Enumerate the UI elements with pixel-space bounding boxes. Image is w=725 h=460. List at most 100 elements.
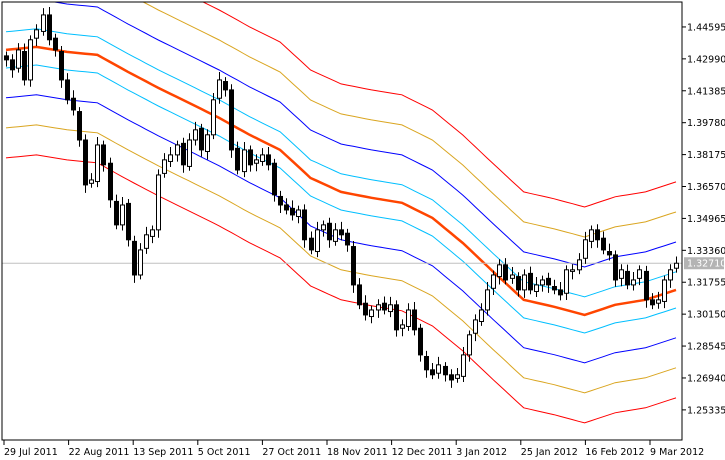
- bear-candle-body: [607, 251, 612, 256]
- bear-candle-body: [528, 272, 533, 291]
- candle: [577, 253, 582, 275]
- candle: [120, 197, 125, 231]
- candle: [41, 8, 46, 36]
- bull-candle-body: [674, 262, 679, 269]
- candle: [564, 265, 569, 301]
- candle: [351, 240, 356, 293]
- bull-candle-body: [491, 274, 496, 289]
- band-upper-4: [202, 2, 677, 208]
- bull-candle-body: [120, 204, 125, 226]
- x-tick-label: 3 Jan 2012: [456, 447, 507, 458]
- candle: [485, 281, 490, 316]
- candle: [187, 133, 192, 171]
- bull-candle-body: [254, 159, 259, 164]
- candle: [613, 250, 618, 287]
- envelope-bands: [5, 2, 677, 424]
- bull-candle-body: [162, 159, 167, 174]
- candle: [28, 35, 33, 87]
- bear-candle-body: [516, 276, 521, 291]
- candle: [284, 198, 289, 215]
- band-lower-1: [5, 64, 677, 334]
- bull-candle-body: [637, 269, 642, 279]
- bear-candle-body: [302, 209, 307, 241]
- candle: [583, 231, 588, 264]
- candle: [674, 256, 679, 273]
- moving-average-line: [5, 45, 677, 317]
- bear-candle-body: [394, 304, 399, 331]
- bear-candle-body: [601, 237, 606, 251]
- candle: [156, 169, 161, 238]
- bear-candle-body: [546, 277, 551, 286]
- band-upper-2: [6, 2, 677, 268]
- bear-candle-body: [327, 222, 332, 241]
- bear-candle-body: [558, 289, 563, 296]
- candle: [412, 302, 417, 336]
- bull-candle-body: [156, 174, 161, 231]
- band-lower-4: [5, 154, 677, 424]
- bull-candle-body: [662, 279, 667, 302]
- y-tick-label: 1.39780: [687, 118, 725, 129]
- candle: [363, 295, 368, 321]
- bull-candle-body: [619, 269, 624, 279]
- candle: [16, 43, 21, 73]
- bear-candle-body: [65, 79, 70, 101]
- candle: [595, 224, 600, 248]
- bull-candle-body: [321, 224, 326, 231]
- candle: [443, 362, 448, 382]
- candle: [631, 271, 636, 291]
- candle: [455, 368, 460, 383]
- bull-candle-body: [315, 229, 320, 253]
- bull-candle-body: [260, 154, 265, 162]
- bear-candle-body: [339, 229, 344, 236]
- candle: [272, 158, 277, 202]
- candle: [369, 305, 374, 324]
- bear-candle-body: [430, 369, 435, 376]
- candle: [248, 145, 253, 172]
- bull-candle-body: [95, 144, 100, 183]
- bull-candle-body: [479, 309, 484, 323]
- candle: [193, 121, 198, 146]
- candle: [357, 278, 362, 310]
- bull-candle-body: [583, 239, 588, 259]
- candles: [4, 6, 679, 388]
- bull-candle-body: [138, 249, 143, 276]
- bull-candle-body: [28, 39, 33, 81]
- y-tick-label: 1.44595: [687, 22, 725, 33]
- x-tick-label: 25 Jan 2012: [521, 447, 578, 458]
- bear-candle-body: [47, 14, 52, 41]
- candle: [534, 276, 539, 298]
- bear-candle-body: [284, 204, 289, 211]
- candle: [473, 314, 478, 342]
- candle: [516, 272, 521, 297]
- moving-average: [5, 45, 677, 317]
- bear-candle-body: [351, 246, 356, 286]
- candle: [254, 154, 259, 172]
- bull-candle-body: [668, 269, 673, 281]
- bear-candle-body: [650, 299, 655, 306]
- x-tick-label: 18 Nov 2011: [327, 447, 388, 458]
- bull-candle-body: [522, 274, 527, 291]
- bear-candle-body: [83, 139, 88, 186]
- candle: [406, 303, 411, 331]
- bear-candle-body: [22, 51, 27, 81]
- bear-candle-body: [412, 309, 417, 331]
- bull-candle-body: [577, 259, 582, 271]
- candle: [101, 140, 106, 172]
- x-tick-label: 22 Aug 2011: [69, 447, 130, 458]
- bull-candle-body: [570, 269, 575, 272]
- bear-candle-body: [613, 254, 618, 281]
- candle: [570, 264, 575, 280]
- candle: [619, 264, 624, 287]
- candle: [376, 299, 381, 318]
- bear-candle-body: [272, 162, 277, 196]
- candle: [461, 346, 466, 382]
- bear-candle-body: [77, 111, 82, 141]
- bull-candle-body: [631, 279, 636, 286]
- bull-candle-body: [187, 139, 192, 167]
- candle: [546, 272, 551, 293]
- candle: [589, 225, 594, 249]
- bull-candle-body: [497, 264, 502, 278]
- bull-candle-body: [376, 304, 381, 311]
- candle: [345, 228, 350, 252]
